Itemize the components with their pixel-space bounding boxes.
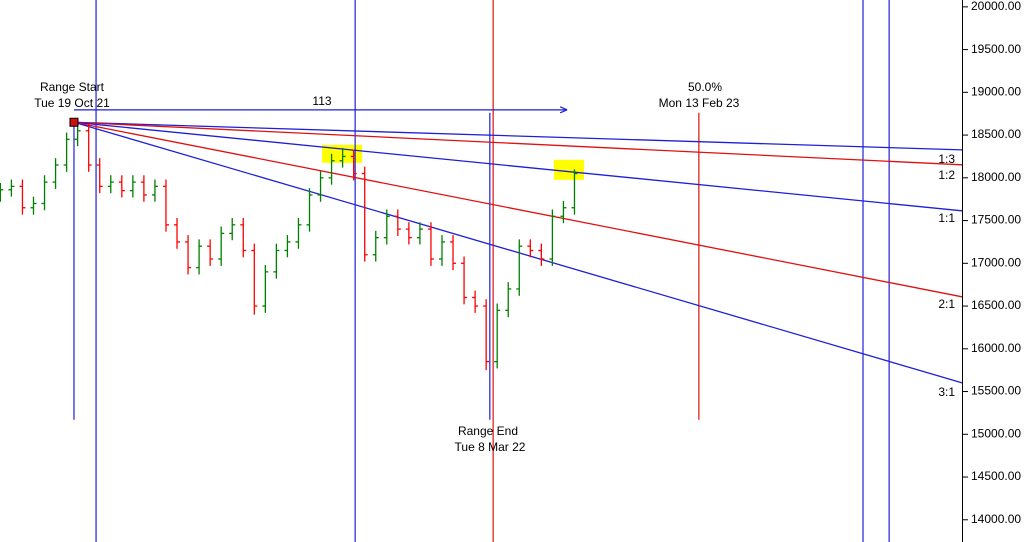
y-tick-label: 14500.00 <box>971 469 1021 483</box>
fan-line <box>73 121 963 298</box>
fan-label: 1:3 <box>938 152 955 166</box>
fan-label: 2:1 <box>938 297 955 311</box>
y-axis: 14000.00 14500.00 15000.00 15500.00 16000.00… <box>962 0 1021 526</box>
y-tick-label: 15500.00 <box>971 384 1021 398</box>
y-tick-label: 19500.00 <box>971 42 1021 56</box>
y-tick-label: 16000.00 <box>971 341 1021 355</box>
range-start-label: Range Start <box>40 80 105 94</box>
y-tick-label: 17500.00 <box>971 213 1021 227</box>
fan-line <box>73 121 963 384</box>
y-tick-label: 19000.00 <box>971 84 1021 98</box>
range-start-date: Tue 19 Oct 21 <box>34 96 110 110</box>
range-end-label: Range End <box>458 424 518 438</box>
fan-line <box>73 121 963 166</box>
highlight-box <box>553 159 585 180</box>
arrow-head <box>559 106 568 114</box>
fan-line <box>73 121 963 151</box>
y-axis-panel <box>962 0 1034 542</box>
y-tick-label: 20000.00 <box>971 0 1021 13</box>
range-end-date: Tue 8 Mar 22 <box>455 440 526 454</box>
y-tick-label: 18000.00 <box>971 170 1021 184</box>
y-tick-label: 15000.00 <box>971 426 1021 440</box>
retracement-date: Mon 13 Feb 23 <box>659 96 740 110</box>
range-count: 113 <box>312 94 331 108</box>
annotations: Range Start Tue 19 Oct 21 Range End Tue … <box>34 80 955 454</box>
retracement-label: 50.0% <box>688 80 722 94</box>
fan-label: 1:1 <box>938 211 955 225</box>
fan-label: 3:1 <box>938 385 955 399</box>
start-marker <box>69 117 79 127</box>
plot-area <box>0 0 963 542</box>
fan-line <box>73 121 963 212</box>
y-tick-label: 16500.00 <box>971 298 1021 312</box>
y-tick-label: 14000.00 <box>971 512 1021 526</box>
y-tick-label: 17000.00 <box>971 255 1021 269</box>
fan-label: 1:2 <box>938 168 955 182</box>
y-tick-label: 18500.00 <box>971 127 1021 141</box>
